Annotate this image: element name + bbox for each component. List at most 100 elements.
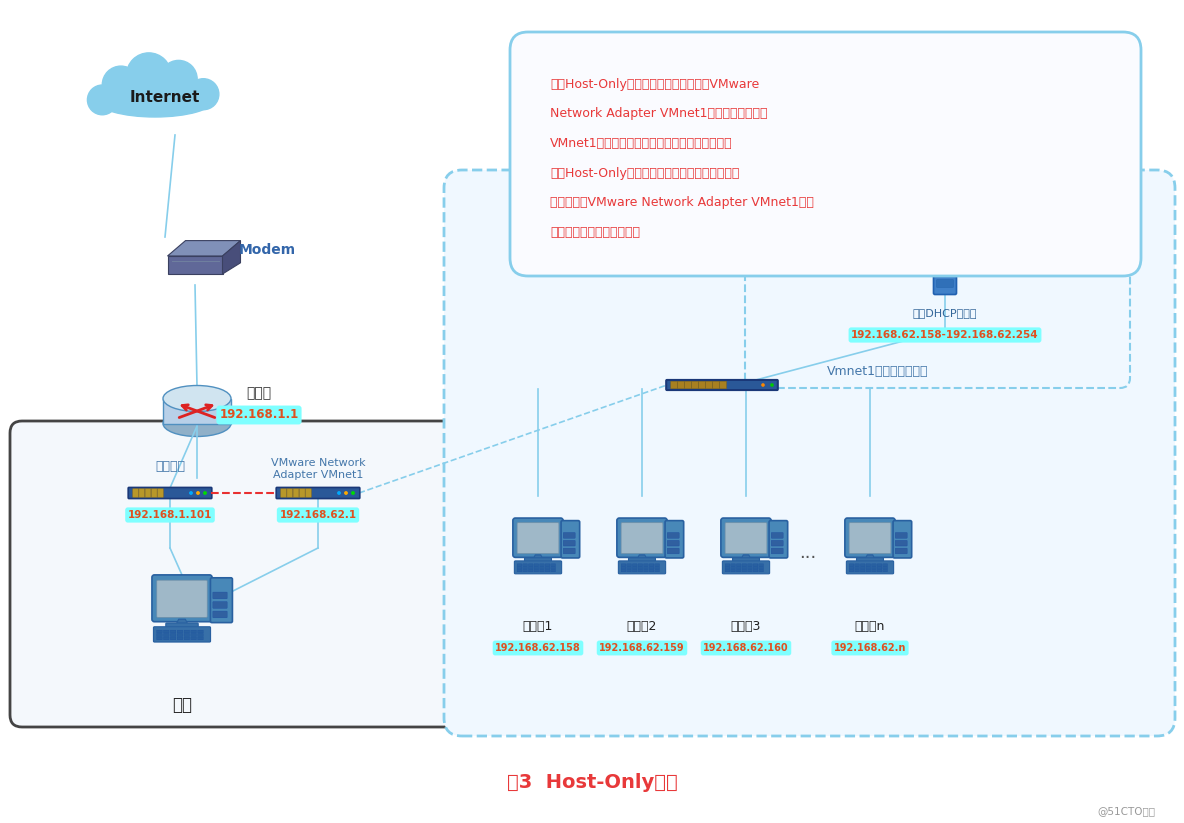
FancyBboxPatch shape (668, 541, 680, 546)
Text: 要在Host-Only模式下联网，可以将能联网的主机: 要在Host-Only模式下联网，可以将能联网的主机 (551, 166, 739, 179)
FancyBboxPatch shape (564, 532, 575, 538)
FancyBboxPatch shape (156, 630, 162, 633)
FancyBboxPatch shape (856, 558, 883, 563)
FancyBboxPatch shape (198, 630, 204, 633)
FancyBboxPatch shape (632, 570, 637, 572)
FancyBboxPatch shape (564, 548, 575, 554)
FancyBboxPatch shape (152, 575, 212, 621)
FancyBboxPatch shape (157, 489, 163, 497)
FancyBboxPatch shape (510, 32, 1141, 276)
Text: Internet: Internet (130, 91, 200, 105)
FancyBboxPatch shape (684, 381, 691, 388)
FancyBboxPatch shape (534, 566, 539, 569)
FancyBboxPatch shape (305, 489, 311, 497)
Text: 网卡共享给VMware Network Adapter VMnet1，这: 网卡共享给VMware Network Adapter VMnet1，这 (551, 196, 813, 209)
FancyBboxPatch shape (517, 564, 522, 566)
FancyBboxPatch shape (849, 523, 890, 554)
Text: 192.168.62.158: 192.168.62.158 (495, 643, 581, 653)
Text: 192.168.62.1: 192.168.62.1 (279, 510, 356, 520)
FancyBboxPatch shape (638, 566, 643, 569)
Circle shape (345, 492, 347, 494)
FancyBboxPatch shape (534, 570, 539, 572)
Circle shape (127, 53, 172, 97)
FancyBboxPatch shape (211, 578, 232, 623)
FancyBboxPatch shape (759, 566, 764, 569)
FancyBboxPatch shape (742, 564, 747, 566)
FancyBboxPatch shape (849, 566, 854, 569)
FancyBboxPatch shape (294, 489, 298, 497)
FancyBboxPatch shape (655, 564, 659, 566)
FancyBboxPatch shape (849, 564, 854, 566)
FancyBboxPatch shape (753, 564, 758, 566)
FancyBboxPatch shape (540, 564, 545, 566)
FancyBboxPatch shape (691, 381, 699, 388)
FancyBboxPatch shape (644, 570, 649, 572)
FancyBboxPatch shape (770, 521, 787, 558)
Polygon shape (533, 555, 543, 560)
FancyBboxPatch shape (444, 170, 1175, 736)
FancyBboxPatch shape (561, 521, 580, 558)
Text: 路由器: 路由器 (246, 386, 271, 400)
Circle shape (188, 79, 219, 109)
FancyBboxPatch shape (725, 570, 729, 572)
FancyBboxPatch shape (213, 602, 227, 608)
FancyBboxPatch shape (281, 489, 287, 497)
FancyBboxPatch shape (871, 566, 876, 569)
FancyBboxPatch shape (855, 566, 860, 569)
FancyBboxPatch shape (191, 637, 197, 639)
FancyBboxPatch shape (178, 637, 182, 639)
Ellipse shape (163, 411, 231, 436)
FancyBboxPatch shape (622, 570, 626, 572)
FancyBboxPatch shape (713, 381, 720, 388)
FancyBboxPatch shape (883, 564, 888, 566)
Text: Adapter VMnet1: Adapter VMnet1 (272, 470, 363, 480)
Text: 192.168.1.101: 192.168.1.101 (128, 510, 212, 520)
Text: Vmnet1（虚拟交换机）: Vmnet1（虚拟交换机） (826, 365, 928, 378)
FancyBboxPatch shape (551, 566, 555, 569)
Text: Modem: Modem (238, 243, 296, 257)
FancyBboxPatch shape (644, 564, 649, 566)
FancyBboxPatch shape (154, 627, 211, 642)
FancyBboxPatch shape (649, 564, 654, 566)
Circle shape (189, 492, 192, 494)
FancyBboxPatch shape (742, 570, 747, 572)
FancyBboxPatch shape (632, 564, 637, 566)
FancyBboxPatch shape (706, 381, 713, 388)
Text: 虚拟机2: 虚拟机2 (626, 620, 657, 633)
FancyBboxPatch shape (178, 630, 182, 633)
FancyBboxPatch shape (545, 566, 549, 569)
FancyBboxPatch shape (753, 570, 758, 572)
Polygon shape (864, 555, 875, 560)
FancyBboxPatch shape (736, 566, 741, 569)
Text: 192.168.62.160: 192.168.62.160 (703, 643, 789, 653)
FancyBboxPatch shape (649, 566, 654, 569)
Polygon shape (163, 398, 231, 424)
FancyBboxPatch shape (626, 570, 631, 572)
FancyBboxPatch shape (166, 623, 198, 629)
FancyBboxPatch shape (184, 634, 189, 636)
FancyBboxPatch shape (736, 564, 741, 566)
FancyBboxPatch shape (528, 566, 533, 569)
Text: 192.168.62.n: 192.168.62.n (834, 643, 906, 653)
FancyBboxPatch shape (747, 566, 752, 569)
FancyBboxPatch shape (668, 548, 680, 554)
FancyBboxPatch shape (540, 566, 545, 569)
FancyBboxPatch shape (753, 566, 758, 569)
Circle shape (761, 384, 764, 386)
Polygon shape (637, 555, 648, 560)
FancyBboxPatch shape (517, 570, 522, 572)
Circle shape (88, 85, 117, 114)
FancyBboxPatch shape (152, 489, 157, 497)
FancyBboxPatch shape (883, 570, 888, 572)
FancyBboxPatch shape (655, 566, 659, 569)
FancyBboxPatch shape (170, 630, 176, 633)
FancyBboxPatch shape (133, 489, 139, 497)
FancyBboxPatch shape (877, 566, 882, 569)
FancyBboxPatch shape (855, 564, 860, 566)
FancyBboxPatch shape (895, 532, 907, 538)
Circle shape (204, 492, 206, 494)
FancyBboxPatch shape (845, 518, 895, 557)
FancyBboxPatch shape (771, 541, 783, 546)
FancyBboxPatch shape (771, 548, 783, 554)
FancyBboxPatch shape (545, 564, 549, 566)
